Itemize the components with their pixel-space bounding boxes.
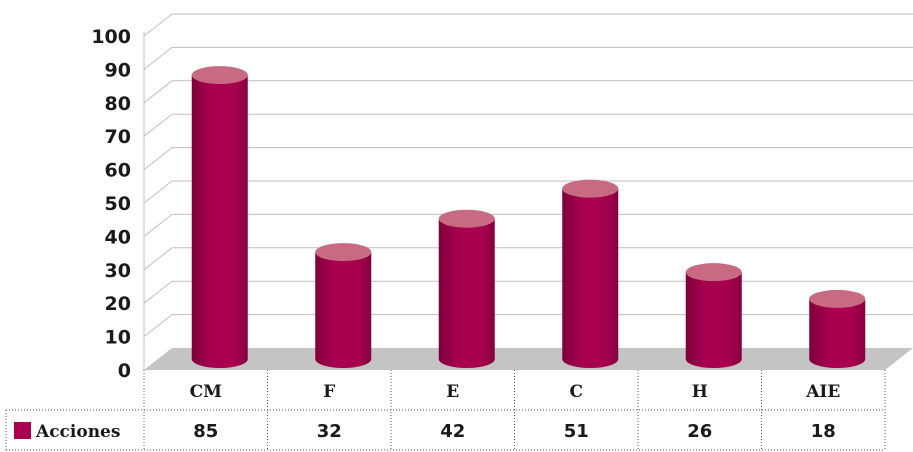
bar-top bbox=[191, 66, 248, 85]
y-tick-label: 100 bbox=[91, 26, 131, 48]
data-value: 85 bbox=[193, 421, 218, 442]
bar-E bbox=[438, 209, 495, 368]
bar-body bbox=[191, 75, 248, 368]
gridline bbox=[143, 113, 913, 137]
gridline bbox=[143, 180, 913, 204]
bar-top bbox=[685, 263, 742, 282]
legend-swatch bbox=[14, 422, 31, 439]
y-tick-label: 0 bbox=[118, 360, 131, 382]
y-tick-label: 20 bbox=[105, 293, 131, 315]
y-tick-label: 90 bbox=[105, 59, 131, 81]
data-value: 42 bbox=[440, 421, 465, 442]
data-value: 32 bbox=[317, 421, 342, 442]
category-label: CM bbox=[190, 382, 223, 402]
gridline bbox=[143, 314, 913, 337]
legend-label: Acciones bbox=[35, 422, 120, 442]
category-label: F bbox=[323, 382, 335, 402]
y-tick-label: 70 bbox=[105, 126, 131, 148]
gridline bbox=[143, 213, 913, 237]
gridline bbox=[143, 13, 913, 37]
bars bbox=[191, 66, 866, 368]
gridline bbox=[143, 80, 913, 104]
bar-body bbox=[562, 188, 619, 368]
y-axis: 0 10 20 30 40 50 60 70 80 90 100 bbox=[91, 26, 131, 382]
data-value: 51 bbox=[564, 421, 589, 442]
bar-top bbox=[315, 243, 372, 262]
bar-H bbox=[685, 263, 742, 368]
y-tick-label: 30 bbox=[105, 260, 131, 282]
y-tick-label: 10 bbox=[105, 327, 131, 349]
bar-body bbox=[809, 298, 866, 368]
y-tick-label: 50 bbox=[105, 193, 131, 215]
gridline bbox=[143, 247, 913, 271]
category-label: AIE bbox=[805, 382, 840, 402]
category-label: H bbox=[692, 382, 708, 402]
category-label: C bbox=[569, 382, 583, 402]
bar-body bbox=[685, 272, 742, 368]
gridline bbox=[143, 280, 913, 304]
bar-C bbox=[562, 179, 619, 368]
bar-body bbox=[315, 252, 372, 368]
y-tick-label: 80 bbox=[105, 93, 131, 115]
data-value: 18 bbox=[811, 421, 836, 442]
bar-AIE bbox=[809, 289, 866, 368]
chart-floor bbox=[144, 348, 913, 370]
bar-top bbox=[438, 209, 495, 228]
y-tick-label: 60 bbox=[105, 160, 131, 182]
y-tick-label: 40 bbox=[105, 226, 131, 248]
gridline bbox=[143, 46, 913, 70]
data-value: 26 bbox=[687, 421, 712, 442]
bar-top bbox=[562, 179, 619, 198]
bar-top bbox=[809, 289, 866, 308]
bar-CM bbox=[191, 66, 248, 368]
category-label: E bbox=[446, 382, 459, 402]
bar-body bbox=[438, 218, 495, 368]
gridlines bbox=[143, 13, 913, 370]
bar-F bbox=[315, 243, 372, 368]
gridline bbox=[143, 147, 913, 170]
data-table: CM 85 F 32 E 42 C 51 H 26 AIE 18 Acciones bbox=[5, 370, 886, 451]
